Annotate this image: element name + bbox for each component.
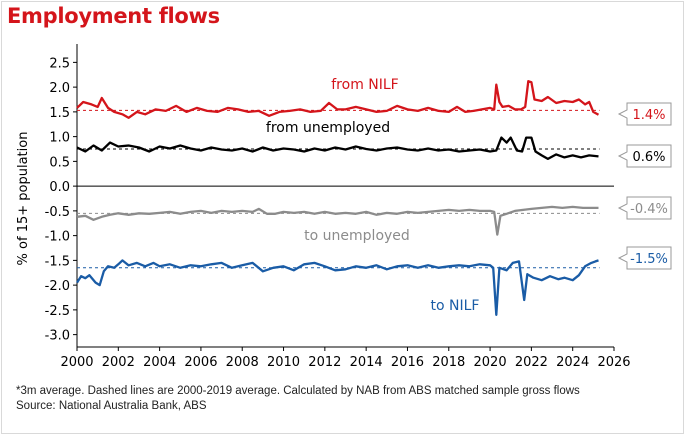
- callout-box-3: [617, 246, 672, 270]
- callout-label-2: -0.4%: [630, 202, 668, 217]
- y-axis-label: % of 15+ population: [16, 132, 31, 266]
- x-tick-label: 2024: [556, 355, 589, 370]
- y-tick-label: -0.5: [45, 205, 70, 220]
- series-line-0: [76, 80, 600, 119]
- y-tick-label: 1.5: [49, 106, 70, 121]
- x-tick-label: 2016: [391, 355, 424, 370]
- y-tick-label: -2.5: [45, 304, 70, 319]
- series-line-1: [76, 136, 599, 161]
- footnote-line-1: *3m average. Dashed lines are 2000-2019 …: [16, 385, 580, 397]
- series-label-2: to unemployed: [304, 228, 410, 244]
- callout-label-0: 1.4%: [632, 108, 665, 123]
- x-tick-label: 2012: [308, 355, 341, 370]
- x-tick-label: 2004: [143, 355, 176, 370]
- series-line-2: [76, 205, 599, 236]
- x-tick-label: 2010: [267, 355, 300, 370]
- x-tick-label: 2008: [226, 355, 259, 370]
- x-tick-label: 2022: [515, 355, 548, 370]
- y-tick-label: 0.0: [49, 180, 70, 195]
- series-label-1: from unemployed: [266, 120, 390, 136]
- x-tick-label: 2000: [60, 355, 93, 370]
- series-line-3: [76, 259, 599, 316]
- callout-box-2: [617, 196, 672, 220]
- callout-box-1: [617, 144, 672, 168]
- chart-title: Employment flows: [7, 4, 220, 28]
- series-label-3: to NILF: [431, 298, 480, 314]
- x-tick-label: 2026: [597, 355, 630, 370]
- x-tick-label: 2014: [350, 355, 383, 370]
- y-tick-label: 0.5: [49, 155, 70, 170]
- callout-label-1: 0.6%: [632, 150, 665, 165]
- series-label-0: from NILF: [331, 77, 398, 93]
- x-tick-label: 2006: [184, 355, 217, 370]
- y-tick-label: 2.5: [49, 56, 70, 71]
- x-tick-label: 2018: [432, 355, 465, 370]
- y-tick-label: -1.0: [45, 230, 70, 245]
- y-tick-label: -3.0: [45, 329, 70, 344]
- footnote-line-2: Source: National Australia Bank, ABS: [16, 400, 207, 412]
- x-tick-label: 2020: [474, 355, 507, 370]
- footnote: *3m average. Dashed lines are 2000-2019 …: [16, 384, 580, 414]
- callout-label-3: -1.5%: [630, 252, 668, 267]
- x-tick-label: 2002: [102, 355, 135, 370]
- callout-box-0: [617, 102, 672, 126]
- y-tick-label: 1.0: [49, 131, 70, 146]
- y-tick-label: -2.0: [45, 279, 70, 294]
- y-tick-label: -1.5: [45, 254, 70, 269]
- y-tick-label: 2.0: [49, 81, 70, 96]
